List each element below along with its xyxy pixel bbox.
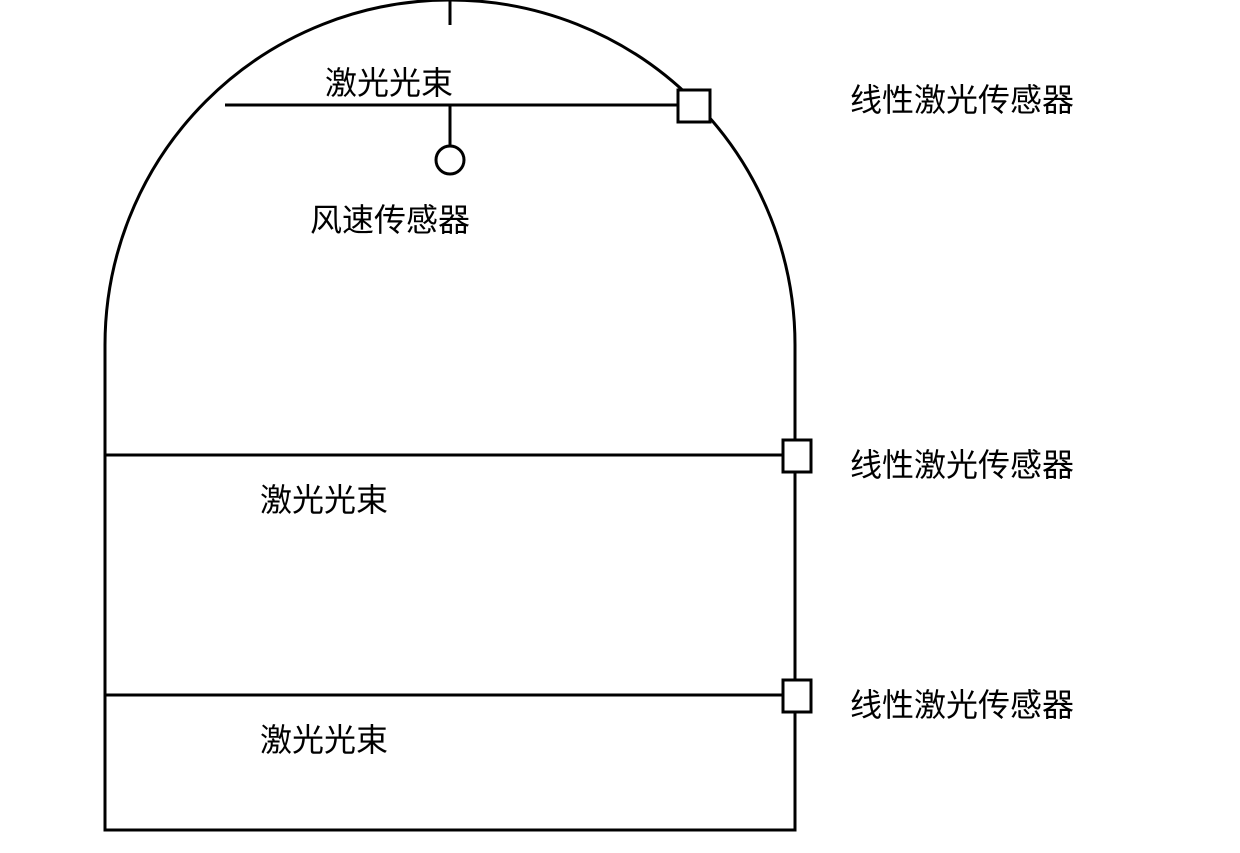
wind-sensor-icon [436, 146, 464, 174]
sensor-box-0 [678, 90, 710, 122]
label-sensor-top: 线性激光传感器 [850, 75, 1074, 121]
label-sensor-bot: 线性激光传感器 [850, 680, 1074, 726]
label-beam-top: 激光光束 [325, 58, 453, 104]
label-beam-mid: 激光光束 [260, 475, 388, 521]
diagram-stage: 激光光束 风速传感器 激光光束 激光光束 线性激光传感器 线性激光传感器 线性激… [0, 0, 1240, 853]
label-sensor-mid: 线性激光传感器 [850, 440, 1074, 486]
label-wind-sensor: 风速传感器 [310, 195, 470, 241]
sensor-box-1 [783, 440, 811, 472]
label-beam-bot: 激光光束 [260, 715, 388, 761]
sensor-box-2 [783, 680, 811, 712]
